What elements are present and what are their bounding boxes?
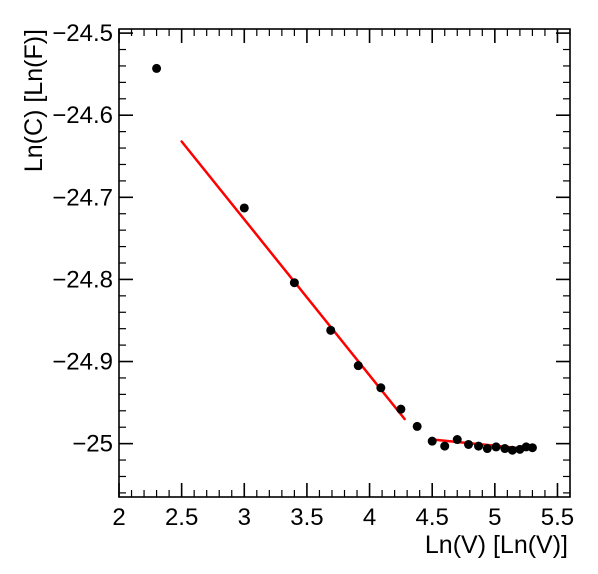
y-tick-label: −24.9 xyxy=(52,349,113,376)
x-tick-label: 4.5 xyxy=(416,504,449,531)
y-tick-label: −24.8 xyxy=(52,266,113,293)
tick-layer xyxy=(118,29,571,497)
data-point-9 xyxy=(440,441,450,451)
x-tick-label: 5.5 xyxy=(541,504,574,531)
y-tick-label: −24.5 xyxy=(52,20,113,47)
x-axis-title: Ln(V) [Ln(V)] xyxy=(425,531,568,559)
data-point-4 xyxy=(353,361,363,371)
x-tick-label: 5 xyxy=(488,504,501,531)
y-tick-label: −24.7 xyxy=(52,184,113,211)
x-tick-label: 3.5 xyxy=(290,504,323,531)
x-tick-label: 4 xyxy=(363,504,376,531)
data-point-11 xyxy=(464,439,474,449)
y-tick-label: −25 xyxy=(72,431,113,458)
y-tick-label: −24.6 xyxy=(52,102,113,129)
data-point-2 xyxy=(289,278,299,288)
data-point-5 xyxy=(376,383,386,393)
data-point-6 xyxy=(396,404,406,414)
x-tick-label: 2.5 xyxy=(165,504,198,531)
data-point-3 xyxy=(326,325,336,335)
x-tick-label: 2 xyxy=(112,504,125,531)
data-point-8 xyxy=(427,436,437,446)
data-point-16 xyxy=(507,445,517,455)
data-point-19 xyxy=(527,443,537,453)
data-point-14 xyxy=(491,442,501,452)
label-layer: 2 2.5 3 3.5 4 4.5 5 5.5 −25 −24.9 −24.8 −24.7 −24.6 −… xyxy=(52,20,574,531)
data-point-12 xyxy=(474,441,484,451)
x-tick-label: 3 xyxy=(238,504,251,531)
data-point-15 xyxy=(500,444,510,454)
data-point-1 xyxy=(239,203,249,213)
data-point-0 xyxy=(152,63,162,73)
data-point-13 xyxy=(482,444,492,454)
data-point-10 xyxy=(452,435,462,445)
data-point-7 xyxy=(412,421,422,431)
series-layer xyxy=(152,63,537,455)
y-axis-title: Ln(C) [Ln(F)] xyxy=(20,29,48,172)
